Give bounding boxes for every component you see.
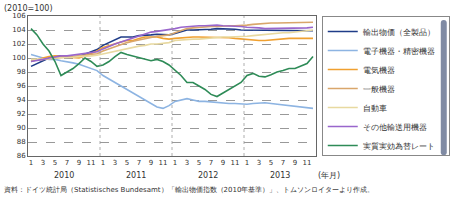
svg-text:資料：ドイツ統計局（Statistisches Bundes: 資料：ドイツ統計局（Statistisches Bundesamt）「輸出物価指… <box>4 186 374 194</box>
svg-text:104: 104 <box>12 26 26 34</box>
svg-text:9: 9 <box>221 159 225 167</box>
svg-text:1: 1 <box>29 159 33 167</box>
svg-text:11: 11 <box>159 159 168 167</box>
svg-text:(2010=100): (2010=100) <box>4 4 53 13</box>
svg-text:7: 7 <box>209 159 213 167</box>
svg-text:輸出物価（全製品）: 輸出物価（全製品） <box>363 28 435 37</box>
svg-text:90: 90 <box>17 124 26 132</box>
svg-text:電子機器・精密機器: 電子機器・精密機器 <box>363 47 435 56</box>
svg-text:11: 11 <box>231 159 240 167</box>
svg-text:7: 7 <box>65 159 69 167</box>
svg-text:102: 102 <box>12 40 25 48</box>
svg-text:98: 98 <box>17 68 26 76</box>
svg-text:86: 86 <box>17 152 26 160</box>
svg-text:3: 3 <box>41 159 45 167</box>
svg-text:9: 9 <box>77 159 81 167</box>
svg-text:9: 9 <box>149 159 153 167</box>
svg-text:2013: 2013 <box>270 171 290 180</box>
svg-text:1: 1 <box>173 159 177 167</box>
svg-text:2012: 2012 <box>198 171 218 180</box>
svg-text:7: 7 <box>137 159 141 167</box>
svg-text:5: 5 <box>269 159 273 167</box>
svg-text:自動車: 自動車 <box>363 104 387 113</box>
svg-text:7: 7 <box>281 159 285 167</box>
svg-text:11: 11 <box>87 159 96 167</box>
svg-text:1: 1 <box>101 159 105 167</box>
svg-text:11: 11 <box>303 159 312 167</box>
svg-text:3: 3 <box>257 159 261 167</box>
svg-text:9: 9 <box>293 159 297 167</box>
svg-text:106: 106 <box>12 12 26 20</box>
svg-text:92: 92 <box>17 110 26 118</box>
svg-text:94: 94 <box>17 96 26 104</box>
svg-text:96: 96 <box>17 82 26 90</box>
svg-text:1: 1 <box>245 159 249 167</box>
svg-text:実質実効為替レート: 実質実効為替レート <box>363 142 435 151</box>
svg-text:電気機器: 電気機器 <box>363 66 395 75</box>
svg-text:5: 5 <box>197 159 201 167</box>
svg-text:3: 3 <box>113 159 117 167</box>
svg-text:5: 5 <box>53 159 57 167</box>
svg-text:その他輸送用機器: その他輸送用機器 <box>363 123 427 132</box>
svg-text:2011: 2011 <box>126 171 146 180</box>
svg-text:5: 5 <box>125 159 129 167</box>
svg-text:100: 100 <box>12 54 25 62</box>
svg-text:一般機器: 一般機器 <box>363 85 395 94</box>
svg-text:3: 3 <box>185 159 189 167</box>
svg-text:2010: 2010 <box>54 171 74 180</box>
svg-text:(年月): (年月) <box>318 171 340 180</box>
svg-text:88: 88 <box>17 138 26 146</box>
